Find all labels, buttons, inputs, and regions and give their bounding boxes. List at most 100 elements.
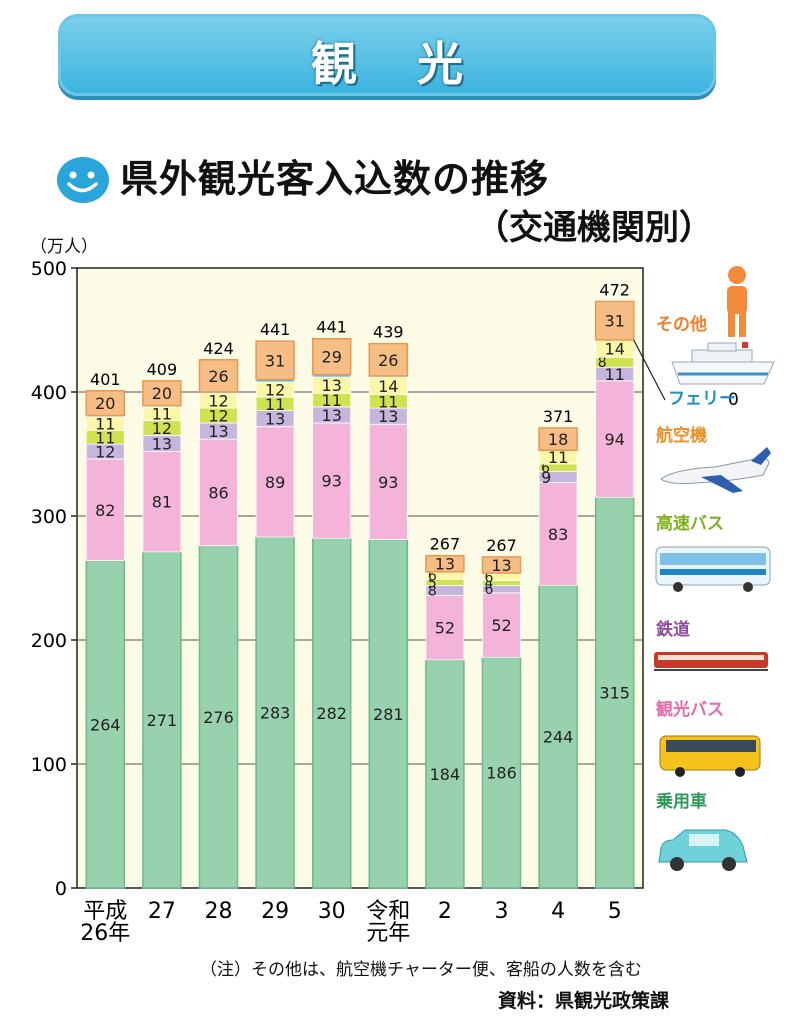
data-label: 26 [208,367,228,386]
data-label: 11 [378,392,398,411]
x-tick-label: 29 [261,899,289,924]
y-tick-label: 300 [31,506,67,528]
data-label: 13 [491,556,511,575]
data-label: 93 [378,473,398,492]
smiley-icon [57,157,109,203]
data-label: 82 [95,501,115,520]
total-label: 424 [203,339,234,358]
bus-icon [655,546,771,592]
bar-segment [85,390,126,417]
total-label: 441 [260,320,291,339]
x-tick-label: 4 [551,899,565,924]
data-label: 11 [605,365,625,384]
bar-segment [481,656,522,889]
data-label: 94 [605,430,625,449]
data-label: 13 [208,422,228,441]
bar-segment [198,359,239,393]
legend-item: 鉄道 [656,620,690,640]
annotation-leader [633,339,666,401]
y-tick-label: 100 [31,754,67,776]
data-label: 13 [378,407,398,426]
data-label: 6 [485,582,494,598]
bar-segment [368,423,408,540]
bar-segment [198,545,239,889]
data-label: 14 [605,340,625,359]
data-label: 315 [599,684,630,703]
data-label: 20 [152,384,172,403]
data-label: 12 [95,443,115,462]
x-tick-label: 28 [205,899,233,924]
data-label: 11 [322,391,342,410]
bar-segment [142,451,182,553]
bar-segment [255,426,295,538]
airplane-icon [660,447,771,493]
y-tick-label: 0 [55,878,67,900]
y-tick-label: 500 [31,258,67,280]
total-label: 439 [373,323,404,342]
bar-segment [142,551,182,889]
section-banner: 観光 [58,14,716,96]
data-label: 11 [95,415,115,434]
data-label: 86 [208,483,228,502]
data-label: 12 [152,419,172,438]
legend-item: 観光バス [656,700,724,720]
bar-segment [595,380,635,498]
data-label: 14 [378,377,398,396]
legend-item: その他 [656,315,707,335]
data-label: 13 [265,410,285,429]
data-label: 89 [265,473,285,492]
chart-source: 資料：県観光政策課 [498,990,670,1012]
total-label: 267 [430,535,461,554]
data-label: 12 [265,381,285,400]
y-tick-label: 200 [31,630,67,652]
data-label: 93 [322,472,342,491]
bar-segment [368,538,409,889]
data-label: 12 [208,392,228,411]
car-icon [658,829,748,871]
y-axis-unit: （万人） [30,237,98,257]
chart-title: 県外観光客入込数の推移 [120,157,550,201]
x-tick-label: 3 [495,899,509,924]
data-label: 184 [430,765,461,784]
bar-segment [199,438,238,547]
data-label: 12 [208,407,228,426]
data-label: 8 [428,583,437,599]
data-label: 264 [90,715,121,734]
data-label: 271 [147,711,178,730]
person-icon [727,266,747,337]
total-label: 409 [147,360,178,379]
data-label: 282 [316,704,347,723]
data-label: 11 [95,428,115,447]
data-label: 186 [486,764,517,783]
data-label: 13 [322,376,342,395]
data-label: 31 [605,312,625,331]
data-label: 281 [373,705,404,724]
data-label: 5 [428,575,437,591]
bar-segment [481,556,522,574]
data-label: 13 [152,434,172,453]
bar-segment [85,559,126,889]
x-tick-label: 26年 [80,921,130,946]
x-tick-label: 平成 [83,899,127,924]
bar-segment [255,536,295,889]
bar-segment [311,537,352,889]
bar-segment [425,554,465,573]
data-label: 4 [485,576,494,592]
bar-segment [538,482,578,586]
data-label: 20 [95,394,115,413]
x-tick-label: 5 [608,899,622,924]
total-label: 371 [543,407,574,426]
data-label: 6 [485,570,494,586]
total-label: 267 [486,536,517,555]
total-label: 401 [90,370,121,389]
bus-icon [659,735,761,777]
data-label: 6 [428,569,437,585]
y-tick-label: 400 [31,382,67,404]
bar-segment [255,340,295,381]
bar-segment [142,380,182,407]
data-label: 13 [435,555,455,574]
data-label: 276 [203,708,234,727]
chart-note: （注）その他は、航空機チャーター便、客船の人数を含む [200,960,642,980]
train-icon [654,652,768,671]
data-label: 26 [378,351,398,370]
